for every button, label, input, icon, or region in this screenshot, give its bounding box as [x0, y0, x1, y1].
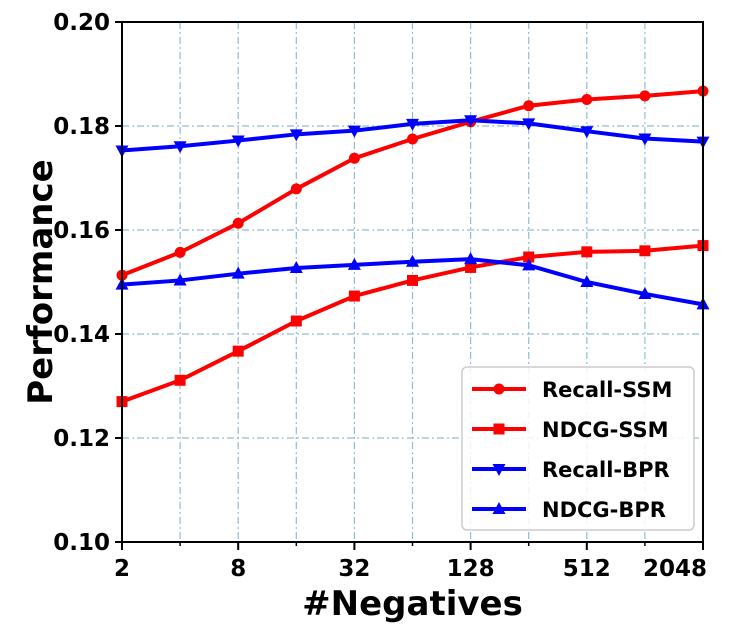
axis-ticks: 0.10 0.12 0.14 0.16 0.18 0.20 2 8 32 128 512 2048 — [53, 10, 707, 582]
y-tick-label: 0.16 — [53, 218, 110, 244]
data-point-ndcg-bpr — [347, 257, 361, 270]
data-point-ndcg-bpr — [406, 254, 419, 267]
data-point-recall-ssm — [639, 90, 651, 102]
legend-marker — [493, 423, 505, 435]
x-tick-label: 32 — [338, 556, 370, 582]
data-point-ndcg-bpr — [231, 266, 245, 279]
legend-item-recall-bpr: Recall-BPR — [472, 458, 670, 482]
x-tick-label: 512 — [563, 556, 611, 582]
data-point-recall-bpr — [406, 118, 419, 131]
legend: Recall-SSM NDCG-SSM Recall-BPR NDCG-BPR — [461, 366, 695, 531]
data-point-recall-ssm — [348, 152, 360, 164]
y-tick-label: 0.12 — [53, 426, 110, 452]
legend-item-ndcg-bpr: NDCG-BPR — [472, 498, 666, 522]
x-tick-label: 2 — [114, 556, 130, 582]
data-point-ndcg-ssm — [174, 374, 186, 386]
data-point-ndcg-ssm — [290, 315, 302, 327]
x-tick-label: 128 — [447, 556, 495, 582]
data-point-ndcg-ssm — [465, 261, 477, 273]
legend-label: NDCG-BPR — [542, 498, 666, 522]
data-point-ndcg-bpr — [522, 258, 536, 271]
y-tick-label: 0.18 — [53, 114, 110, 140]
data-point-recall-ssm — [407, 133, 418, 145]
x-tick-label: 2048 — [643, 556, 707, 582]
data-point-recall-ssm — [523, 100, 535, 112]
data-point-recall-bpr — [289, 129, 303, 142]
data-point-recall-bpr — [580, 126, 594, 139]
legend-label: NDCG-SSM — [542, 418, 669, 442]
y-tick-label: 0.14 — [53, 322, 110, 348]
legend-label: Recall-SSM — [542, 378, 672, 402]
data-point-recall-bpr — [347, 125, 361, 138]
y-tick-label: 0.20 — [53, 10, 110, 36]
data-point-ndcg-bpr — [638, 286, 652, 299]
legend-item-ndcg-ssm: NDCG-SSM — [472, 418, 669, 442]
data-point-ndcg-ssm — [407, 274, 418, 286]
series-recall-bpr — [115, 115, 710, 158]
legend-marker — [492, 502, 506, 514]
x-axis-title: #Negatives — [302, 584, 523, 624]
y-tick-label: 0.10 — [53, 530, 110, 556]
data-point-ndcg-bpr — [464, 252, 478, 265]
legend-marker — [492, 464, 506, 476]
data-point-recall-bpr — [638, 133, 652, 146]
data-point-ndcg-bpr — [580, 275, 594, 287]
data-point-recall-ssm — [174, 246, 186, 258]
data-point-ndcg-ssm — [348, 290, 360, 302]
data-point-recall-bpr — [522, 118, 536, 131]
x-tick-label: 8 — [230, 556, 246, 582]
data-point-recall-bpr — [173, 141, 187, 154]
data-point-ndcg-ssm — [232, 345, 244, 357]
y-axis-title: Performance — [21, 159, 61, 404]
legend-box — [461, 366, 695, 531]
data-point-recall-bpr — [464, 115, 478, 128]
series-layer — [115, 85, 710, 408]
legend-label: Recall-BPR — [542, 458, 670, 482]
data-point-ndcg-ssm — [523, 251, 535, 263]
data-point-recall-ssm — [290, 183, 302, 195]
legend-marker — [493, 383, 505, 395]
data-point-recall-ssm — [232, 217, 244, 229]
data-point-ndcg-ssm — [639, 245, 651, 257]
data-point-ndcg-ssm — [581, 246, 593, 258]
data-point-ndcg-bpr — [289, 260, 303, 273]
data-point-recall-bpr — [231, 135, 245, 148]
legend-item-recall-ssm: Recall-SSM — [472, 378, 672, 402]
data-point-ndcg-bpr — [173, 273, 187, 286]
data-point-recall-ssm — [581, 93, 593, 105]
